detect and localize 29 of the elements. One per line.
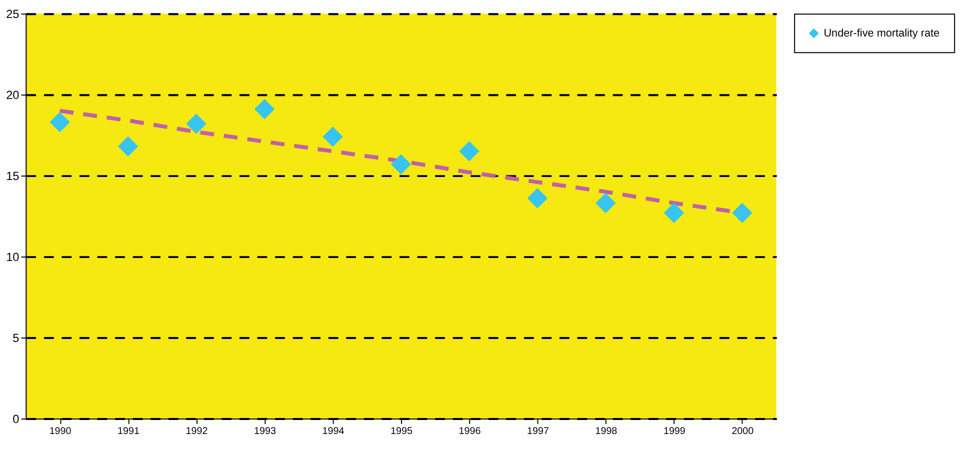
y-tick-label: 0 (12, 412, 20, 426)
x-tick-label: 2000 (732, 426, 754, 437)
x-tick-label: 1994 (322, 426, 345, 437)
x-tick-label: 1991 (118, 426, 140, 437)
point (459, 141, 480, 162)
x-tick-label: 1993 (254, 426, 276, 437)
y-tick-label: 15 (6, 169, 20, 184)
point (527, 188, 548, 208)
point (50, 112, 70, 132)
point (732, 202, 752, 223)
y-tick-label: 5 (12, 330, 20, 345)
point (322, 126, 343, 147)
legend-label: Under-five mortality rate (824, 27, 940, 40)
point (664, 202, 684, 223)
point (118, 136, 138, 157)
x-tick-label: 1995 (390, 426, 413, 437)
point (596, 192, 616, 214)
x-tick-label: 1998 (595, 426, 618, 437)
y-tick-label: 25 (6, 7, 20, 22)
x-tick-label: 1996 (458, 426, 482, 437)
x-tick-label: 1992 (186, 426, 208, 437)
point (254, 99, 275, 120)
y-tick-label: 10 (6, 250, 20, 264)
x-tick-label: 1990 (49, 426, 72, 437)
y-tick-label: 20 (6, 88, 20, 102)
x-tick-label: 1999 (663, 426, 686, 437)
point (390, 154, 412, 174)
x-tick-label: 1997 (526, 426, 549, 437)
point (186, 114, 206, 134)
